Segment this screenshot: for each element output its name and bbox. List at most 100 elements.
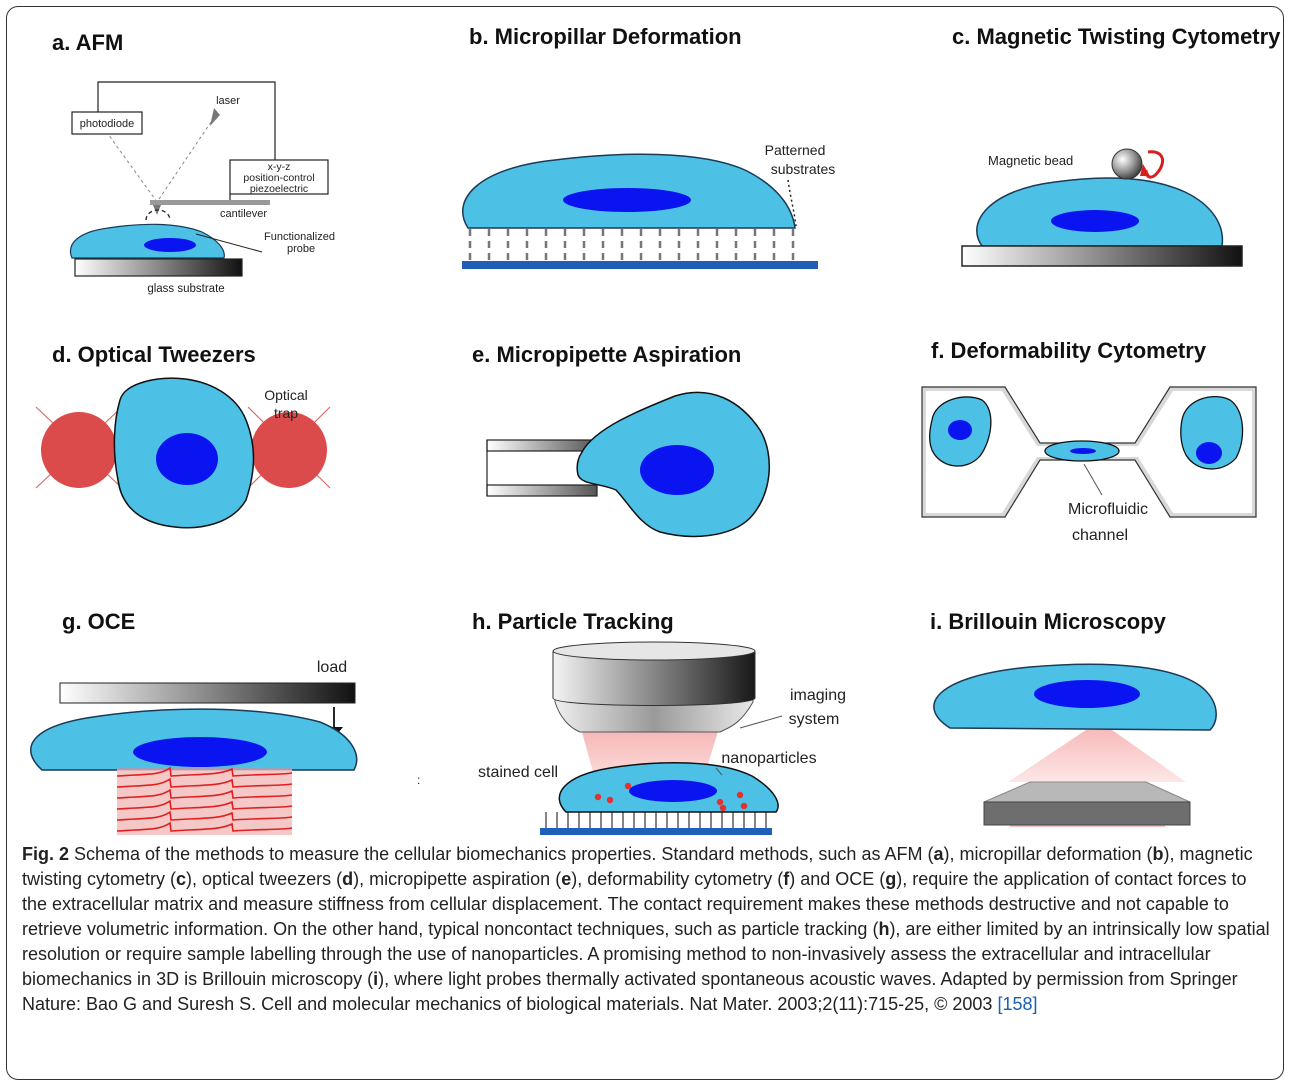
- panel-h-title: h. Particle Tracking: [472, 609, 674, 634]
- tweezers-nucleus: [156, 433, 218, 485]
- afm-panel: photodiode laser x-y-z position-control …: [69, 81, 335, 295]
- glass-substrate: [74, 258, 243, 277]
- figure-frame: [6, 6, 1284, 1080]
- brillouin-panel: [933, 663, 1217, 827]
- ref-e: e: [561, 869, 572, 889]
- panel-c-title: c. Magnetic Twisting Cytometry: [952, 24, 1281, 49]
- magnetic-bead-icon: [1111, 148, 1143, 180]
- optical-trap-label-1: Optical: [264, 387, 308, 403]
- microfluidic-label-2: channel: [1072, 527, 1128, 544]
- magnetic-bead-label: Magnetic bead: [988, 153, 1073, 168]
- reference-link[interactable]: [158]: [997, 994, 1038, 1014]
- piezo-box: [229, 159, 329, 195]
- optical-tweezers-panel: Optical trap: [35, 377, 331, 529]
- caption-text-5: ), micropipette aspiration (: [353, 869, 562, 889]
- afm-wiring: [97, 81, 276, 160]
- load-plate: [59, 682, 356, 704]
- acoustic-waves: [116, 766, 293, 832]
- aspirated-nucleus: [640, 445, 714, 495]
- brillouin-light-cone: [1008, 730, 1186, 782]
- micropillar-panel: Patterned substrates: [462, 142, 835, 269]
- ref-g: g: [885, 869, 897, 889]
- objective-top: [552, 641, 756, 661]
- micropipette-panel: [486, 391, 770, 538]
- nanoparticle: [606, 796, 614, 804]
- mtc-nucleus: [1051, 210, 1139, 232]
- photodiode-label: photodiode: [80, 118, 134, 130]
- right-nucleus: [1196, 442, 1222, 464]
- piezo-line1: x-y-z: [268, 161, 291, 173]
- laser-icon: [210, 108, 220, 126]
- particle-tracking-panel: imaging system stained cell nanoparticle…: [417, 641, 846, 835]
- tracking-nucleus: [629, 780, 717, 802]
- figure-number: Fig. 2: [22, 844, 70, 864]
- nanoparticle: [740, 802, 748, 810]
- micropillar-array: [468, 229, 795, 261]
- ref-h: h: [878, 919, 890, 939]
- panel-b-title: b. Micropillar Deformation: [469, 24, 742, 49]
- nanoparticle: [716, 798, 724, 806]
- caption-text-7: ) and OCE (: [789, 869, 886, 889]
- twist-arrow-head: [1140, 164, 1150, 176]
- acoustic-wave-line: [116, 766, 293, 777]
- tracking-substrate: [540, 828, 772, 835]
- caption-text-8: ), require the application of contact fo…: [22, 869, 1247, 939]
- acoustic-wave-line: [116, 799, 293, 810]
- probe-label-1: Functionalized: [264, 231, 335, 243]
- pipette-upper-wall: [486, 439, 598, 452]
- ref-c: c: [176, 869, 187, 889]
- pipette-lower-wall: [486, 484, 598, 497]
- acoustic-wave-line: [116, 777, 293, 788]
- panel-g-title: g. OCE: [62, 609, 136, 634]
- laser-label: laser: [216, 95, 240, 107]
- ref-a: a: [933, 844, 944, 864]
- cantilever: [150, 200, 270, 205]
- right-cell: [1180, 396, 1244, 470]
- stained-cell-label: stained cell: [478, 764, 558, 781]
- optical-trap-label-2: trap: [274, 405, 298, 421]
- caption-text-2: ), micropillar deformation (: [943, 844, 1153, 864]
- oce-panel: load: [30, 659, 358, 835]
- caption-text-9: ), are either limited by an intrinsicall…: [22, 919, 1270, 989]
- afm-cell: [69, 223, 225, 259]
- panel-i-title: i. Brillouin Microscopy: [930, 609, 1166, 634]
- figure-caption: Fig. 2 Schema of the methods to measure …: [22, 842, 1272, 1017]
- cantilever-label: cantilever: [220, 208, 267, 220]
- panel-a-title: a. AFM: [52, 30, 124, 55]
- brillouin-nucleus: [1034, 680, 1140, 708]
- microfluidic-label-1: Microfluidic: [1068, 501, 1148, 518]
- nanoparticle: [594, 793, 602, 801]
- patterned-label-2: substrates: [771, 161, 836, 177]
- ref-b: b: [1152, 844, 1164, 864]
- afm-motion-arc: [145, 209, 171, 221]
- ref-i: i: [373, 969, 379, 989]
- ref-f: f: [783, 869, 790, 889]
- laser-beam-in: [156, 121, 212, 203]
- patterned-label-1: Patterned: [765, 142, 826, 158]
- load-label: load: [317, 659, 347, 676]
- micropillar-nucleus: [563, 188, 691, 212]
- channel-leader: [1083, 463, 1103, 496]
- imaging-leader: [739, 715, 783, 729]
- nanoparticle: [736, 791, 744, 799]
- nanoparticle: [719, 804, 727, 812]
- nanoparticles-label: nanoparticles: [721, 750, 816, 767]
- squeezed-nucleus: [1070, 448, 1096, 454]
- left-trap-bead: [41, 412, 117, 488]
- mtc-panel: Magnetic bead: [961, 148, 1243, 267]
- mtc-substrate: [961, 245, 1243, 267]
- panel-f-title: f. Deformability Cytometry: [931, 338, 1207, 363]
- imaging-label-1: imaging: [790, 687, 846, 704]
- oce-nucleus: [133, 737, 267, 767]
- brillouin-stage: [983, 801, 1191, 826]
- ref-d: d: [342, 869, 354, 889]
- caption-text-3: ), magnetic twisting cytometry (: [22, 844, 1253, 889]
- deformability-panel: Microfluidic channel: [921, 386, 1257, 544]
- oce-probe-region: [117, 767, 292, 835]
- laser-beam-out: [107, 133, 158, 203]
- imaging-label-2: system: [789, 711, 840, 728]
- photodiode-box: [71, 111, 143, 135]
- acoustic-wave-line: [116, 810, 293, 821]
- oce-overlap-band: [117, 767, 292, 770]
- right-trap-bead: [251, 412, 327, 488]
